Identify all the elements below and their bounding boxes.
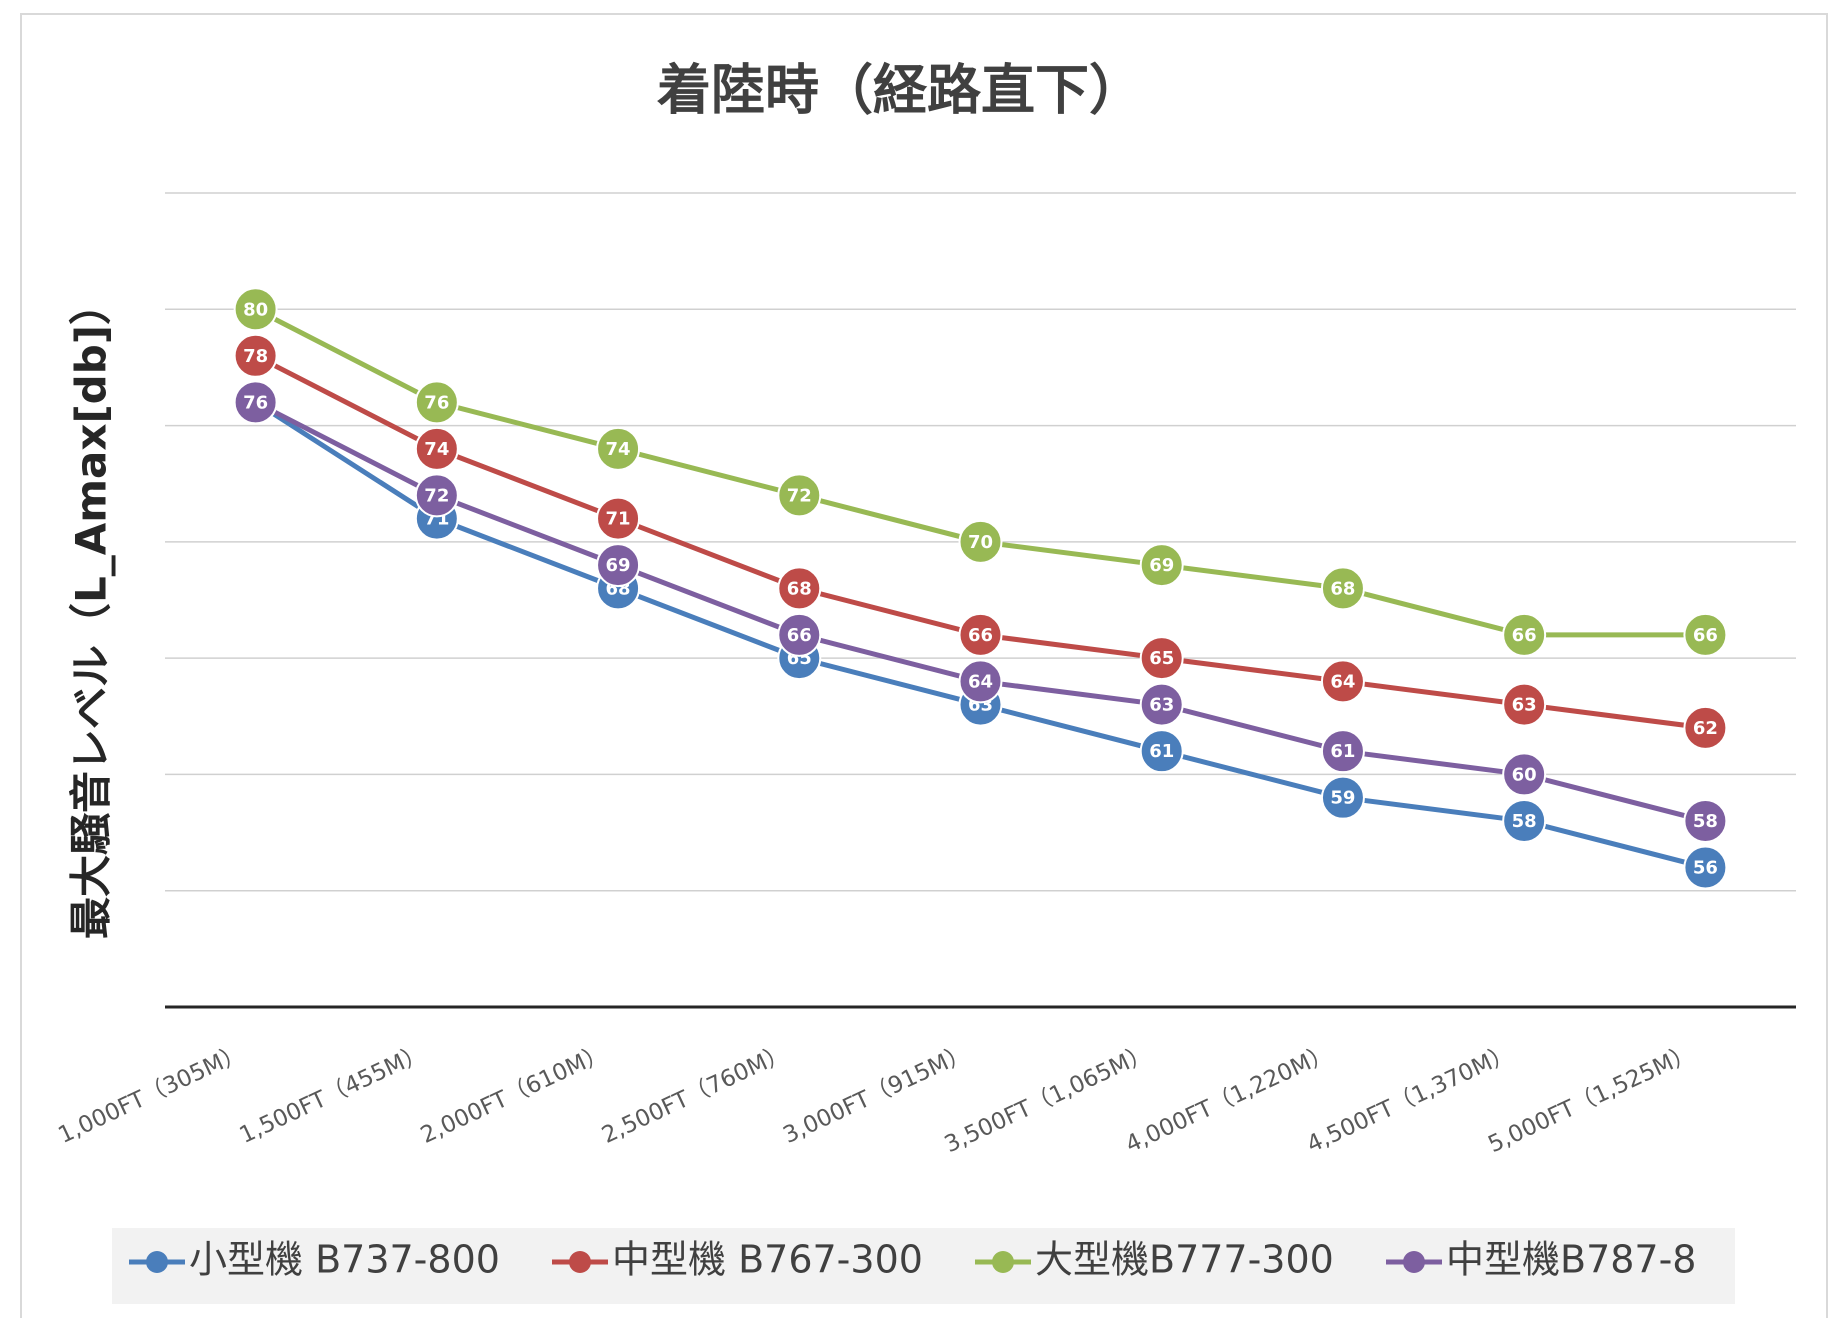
chart-title: 着陸時（経路直下） — [656, 59, 1143, 122]
marker — [777, 566, 822, 611]
legend-label: 大型機B777-300 — [1035, 1238, 1334, 1282]
data-label: 66 — [1512, 625, 1537, 646]
marker — [958, 659, 1003, 704]
marker — [1683, 612, 1728, 657]
marker — [1320, 659, 1365, 704]
data-label: 64 — [1330, 671, 1355, 692]
data-label: 72 — [787, 485, 812, 506]
data-label: 72 — [424, 485, 449, 506]
data-label: 61 — [1330, 741, 1355, 762]
y-axis-label: 最大騒音レベル（L_Amax[db]） — [67, 283, 116, 939]
marker — [596, 543, 641, 588]
data-label: 78 — [243, 346, 268, 367]
marker — [596, 426, 641, 471]
marker — [1139, 729, 1184, 774]
data-label: 68 — [1330, 578, 1355, 599]
data-label: 56 — [1693, 857, 1718, 878]
marker — [1502, 798, 1547, 843]
legend-marker — [992, 1251, 1014, 1273]
marker — [1139, 543, 1184, 588]
data-label: 69 — [1149, 555, 1174, 576]
data-label: 76 — [243, 392, 268, 413]
legend-box — [112, 1228, 1735, 1304]
marker — [1683, 845, 1728, 890]
data-label: 60 — [1512, 764, 1537, 785]
marker — [1502, 612, 1547, 657]
legend-marker — [569, 1251, 591, 1273]
marker — [1502, 752, 1547, 797]
data-label: 71 — [606, 509, 631, 530]
marker — [1683, 705, 1728, 750]
data-label: 58 — [1693, 811, 1718, 832]
legend-label: 中型機 B767-300 — [612, 1238, 923, 1282]
data-label: 70 — [968, 532, 993, 553]
marker — [596, 496, 641, 541]
legend-marker — [146, 1251, 168, 1273]
marker — [1320, 566, 1365, 611]
data-label: 74 — [424, 439, 449, 460]
data-label: 65 — [1149, 648, 1174, 669]
marker — [414, 426, 459, 471]
legend-label: 中型機B787-8 — [1446, 1238, 1697, 1282]
marker — [233, 380, 278, 425]
data-label: 59 — [1330, 788, 1355, 809]
marker — [414, 473, 459, 518]
data-label: 80 — [243, 299, 268, 320]
data-label: 74 — [606, 439, 631, 460]
marker — [1320, 729, 1365, 774]
marker — [414, 380, 459, 425]
marker — [1139, 636, 1184, 681]
marker — [777, 612, 822, 657]
data-label: 63 — [1149, 695, 1174, 716]
data-label: 63 — [1512, 695, 1537, 716]
marker — [1139, 682, 1184, 727]
marker — [958, 519, 1003, 564]
marker — [233, 333, 278, 378]
marker — [233, 287, 278, 332]
data-label: 76 — [424, 392, 449, 413]
data-label: 66 — [1693, 625, 1718, 646]
data-label: 58 — [1512, 811, 1537, 832]
data-label: 66 — [787, 625, 812, 646]
legend-marker — [1403, 1251, 1425, 1273]
marker — [1683, 798, 1728, 843]
data-label: 66 — [968, 625, 993, 646]
data-label: 62 — [1693, 718, 1718, 739]
data-label: 68 — [787, 578, 812, 599]
data-label: 64 — [968, 671, 993, 692]
marker — [1320, 775, 1365, 820]
data-label: 69 — [606, 555, 631, 576]
marker — [1502, 682, 1547, 727]
data-label: 61 — [1149, 741, 1174, 762]
marker — [958, 612, 1003, 657]
marker — [777, 473, 822, 518]
legend-label: 小型機 B737-800 — [189, 1238, 500, 1282]
